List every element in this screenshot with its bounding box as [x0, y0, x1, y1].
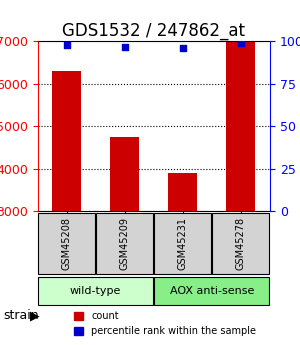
Text: AOX anti-sense: AOX anti-sense [170, 286, 254, 296]
Text: ▶: ▶ [30, 309, 40, 322]
Bar [110, 137, 139, 211]
Point [180, 46, 185, 51]
FancyBboxPatch shape [96, 213, 153, 274]
Bar [52, 71, 81, 211]
Text: strain: strain [3, 309, 39, 322]
Text: GSM45231: GSM45231 [178, 217, 188, 270]
FancyBboxPatch shape [154, 213, 211, 274]
Text: GSM45278: GSM45278 [236, 217, 246, 270]
Text: GSM45209: GSM45209 [120, 217, 130, 270]
Title: GDS1532 / 247862_at: GDS1532 / 247862_at [62, 22, 245, 40]
FancyBboxPatch shape [154, 277, 269, 305]
Bar [168, 173, 197, 211]
Text: GSM45208: GSM45208 [61, 217, 72, 270]
Legend: count, percentile rank within the sample: count, percentile rank within the sample [70, 307, 260, 340]
Point [64, 42, 69, 48]
Point [238, 40, 243, 46]
FancyBboxPatch shape [38, 277, 153, 305]
Text: wild-type: wild-type [70, 286, 121, 296]
Point [122, 44, 127, 49]
Bar [226, 42, 256, 211]
FancyBboxPatch shape [38, 213, 95, 274]
FancyBboxPatch shape [212, 213, 269, 274]
